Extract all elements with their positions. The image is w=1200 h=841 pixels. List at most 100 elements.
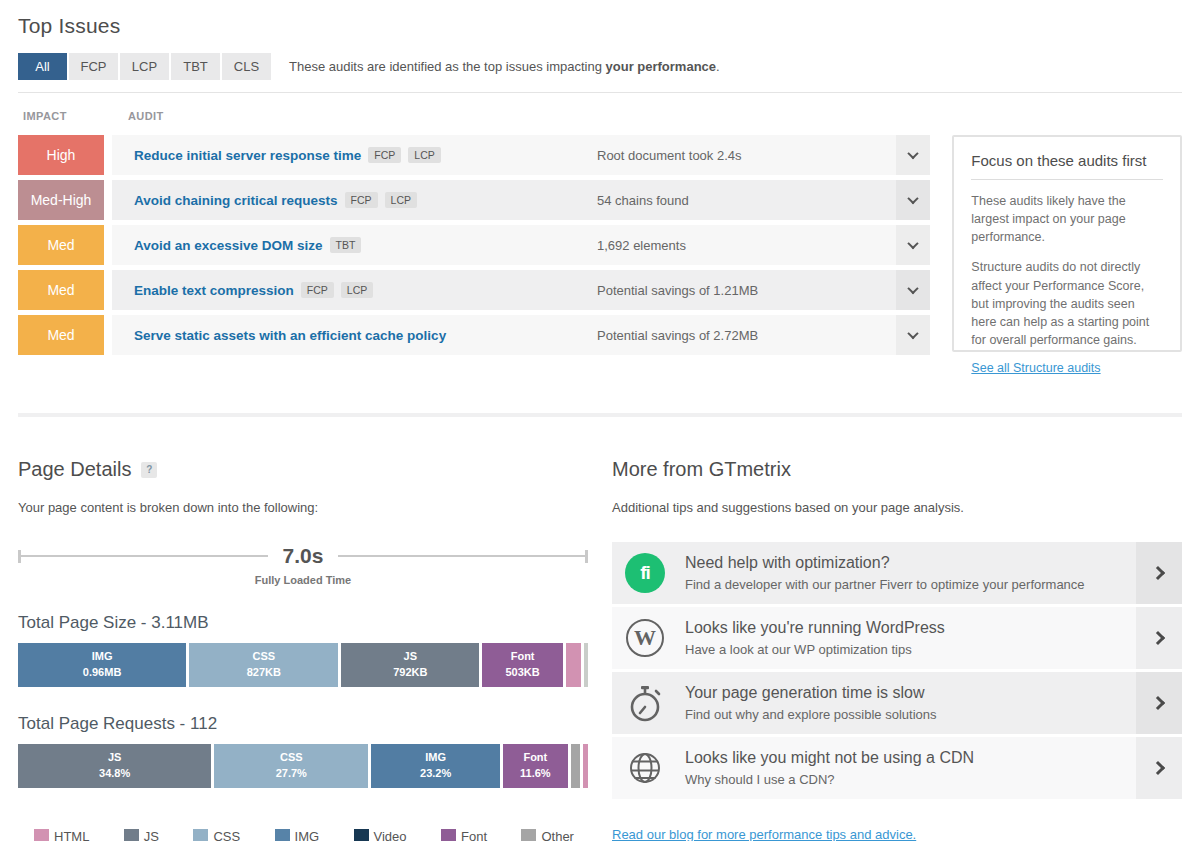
- tab-cls[interactable]: CLS: [222, 53, 271, 80]
- top-issues-description: These audits are identified as the top i…: [289, 59, 720, 74]
- tag-lcp: LCP: [341, 282, 373, 298]
- suggestion-cdn[interactable]: Looks like you might not be using a CDN …: [612, 737, 1182, 799]
- audit-value: Potential savings of 1.21MB: [597, 283, 758, 298]
- content-type-legend: HTML JS CSS IMG Video: [34, 829, 574, 841]
- page-details-subtitle: Your page content is broken down into th…: [18, 500, 588, 515]
- audit-link[interactable]: Serve static assets with an efficient ca…: [134, 328, 446, 343]
- fiverr-icon: fi: [625, 553, 665, 593]
- more-from-gtmetrix-section: More from GTmetrix Additional tips and s…: [612, 458, 1182, 841]
- see-all-structure-audits-link[interactable]: See all Structure audits: [971, 361, 1100, 375]
- bar-segment-css: CSS 27.7%: [214, 744, 368, 788]
- table-row: Med Avoid an excessive DOM size TBT 1,69…: [18, 225, 930, 265]
- audit-link[interactable]: Reduce initial server response time: [134, 148, 361, 163]
- issues-table: High Reduce initial server response time…: [18, 135, 930, 360]
- timeline-endcap-right: [585, 550, 588, 563]
- chevron-right-icon: [1150, 631, 1164, 645]
- impact-badge: Med: [18, 270, 104, 310]
- segment-label: JS: [108, 750, 121, 766]
- help-icon[interactable]: ?: [141, 462, 157, 478]
- open-suggestion-button[interactable]: [1136, 542, 1182, 604]
- legend-label: Video: [374, 829, 407, 841]
- top-issues-section: Top Issues All FCP LCP TBT CLS These aud…: [0, 0, 1200, 360]
- audit-value: Potential savings of 2.72MB: [597, 328, 758, 343]
- tab-all[interactable]: All: [18, 53, 67, 80]
- segment-value: 27.7%: [276, 766, 307, 782]
- audit-link[interactable]: Avoid an excessive DOM size: [134, 238, 323, 253]
- section-divider: [18, 413, 1182, 417]
- suggestion-fiverr[interactable]: fi Need help with optimization? Find a d…: [612, 542, 1182, 604]
- tag-tbt: TBT: [330, 237, 362, 253]
- html-swatch-icon: [34, 829, 49, 841]
- bar-segment-other: [584, 643, 588, 687]
- expand-audit-button[interactable]: [896, 180, 930, 220]
- page-size-title: Total Page Size - 3.11MB: [18, 613, 588, 633]
- audit-link[interactable]: Enable text compression: [134, 283, 294, 298]
- focus-panel-paragraph-2: Structure audits do not directly affect …: [971, 258, 1163, 349]
- segment-label: JS: [404, 649, 417, 665]
- suggestion-wordpress[interactable]: W Looks like you're running WordPress Ha…: [612, 607, 1182, 669]
- table-row: Med Enable text compression FCP LCP Pote…: [18, 270, 930, 310]
- page-requests-bar: JS 34.8% CSS 27.7% IMG 23.2% Font 11.6%: [18, 744, 588, 788]
- timeline-segment: [338, 555, 585, 557]
- bar-segment-font: Font 503KB: [482, 643, 563, 687]
- other-swatch-icon: [521, 829, 536, 841]
- fully-loaded-time-label: Fully Loaded Time: [18, 574, 588, 586]
- tab-lcp[interactable]: LCP: [120, 53, 169, 80]
- segment-value: 11.6%: [520, 766, 551, 782]
- description-bold: your performance: [606, 59, 717, 74]
- chevron-down-icon: [908, 283, 919, 294]
- segment-value: 0.96MB: [83, 665, 122, 681]
- tab-tbt[interactable]: TBT: [171, 53, 220, 80]
- legend-item-js: JS: [124, 829, 159, 841]
- segment-label: IMG: [425, 750, 446, 766]
- expand-audit-button[interactable]: [896, 225, 930, 265]
- tab-fcp[interactable]: FCP: [69, 53, 118, 80]
- expand-audit-button[interactable]: [896, 135, 930, 175]
- description-period: .: [716, 59, 720, 74]
- suggestion-page-generation[interactable]: Your page generation time is slow Find o…: [612, 672, 1182, 734]
- bar-segment-html: [566, 643, 580, 687]
- legend-item-video: Video: [354, 829, 407, 841]
- expand-audit-button[interactable]: [896, 315, 930, 355]
- page-details-title-text: Page Details: [18, 458, 131, 481]
- page-details-section: Page Details ? Your page content is brok…: [18, 458, 588, 841]
- open-suggestion-button[interactable]: [1136, 737, 1182, 799]
- segment-value: 827KB: [247, 665, 281, 681]
- filter-tabs: All FCP LCP TBT CLS: [18, 53, 273, 80]
- segment-label: Font: [523, 750, 547, 766]
- tag-fcp: FCP: [345, 192, 378, 208]
- tag-fcp: FCP: [368, 147, 401, 163]
- column-audit: AUDIT: [128, 110, 164, 122]
- impact-badge: Med: [18, 225, 104, 265]
- open-suggestion-button[interactable]: [1136, 672, 1182, 734]
- legend-item-font: Font: [441, 829, 487, 841]
- legend-label: CSS: [213, 829, 240, 841]
- issues-table-header: IMPACT AUDIT: [18, 110, 1182, 122]
- js-swatch-icon: [124, 829, 139, 841]
- expand-audit-button[interactable]: [896, 270, 930, 310]
- page-details-title: Page Details ?: [18, 458, 588, 481]
- chevron-down-icon: [908, 193, 919, 204]
- chevron-right-icon: [1150, 566, 1164, 580]
- bar-segment-css: CSS 827KB: [189, 643, 338, 687]
- timeline-segment: [21, 555, 268, 557]
- suggestion-subtitle: Find out why and explore possible soluti…: [685, 707, 936, 722]
- open-suggestion-button[interactable]: [1136, 607, 1182, 669]
- legend-label: JS: [144, 829, 159, 841]
- impact-badge: Med-High: [18, 180, 104, 220]
- bar-segment-js: JS 792KB: [341, 643, 479, 687]
- segment-value: 792KB: [393, 665, 427, 681]
- bar-segment-html: [583, 744, 588, 788]
- audit-link[interactable]: Avoid chaining critical requests: [134, 193, 338, 208]
- top-issues-title: Top Issues: [18, 14, 1182, 38]
- segment-label: CSS: [280, 750, 303, 766]
- segment-value: 503KB: [506, 665, 540, 681]
- suggestion-subtitle: Have a look at our WP optimization tips: [685, 642, 945, 657]
- blog-link[interactable]: Read our blog for more performance tips …: [612, 827, 916, 841]
- chevron-down-icon: [908, 148, 919, 159]
- focus-panel-paragraph-1: These audits likely have the largest imp…: [971, 192, 1163, 246]
- focus-panel-title: Focus on these audits first: [971, 152, 1163, 180]
- css-swatch-icon: [193, 829, 208, 841]
- table-row: High Reduce initial server response time…: [18, 135, 930, 175]
- legend-item-img: IMG: [275, 829, 320, 841]
